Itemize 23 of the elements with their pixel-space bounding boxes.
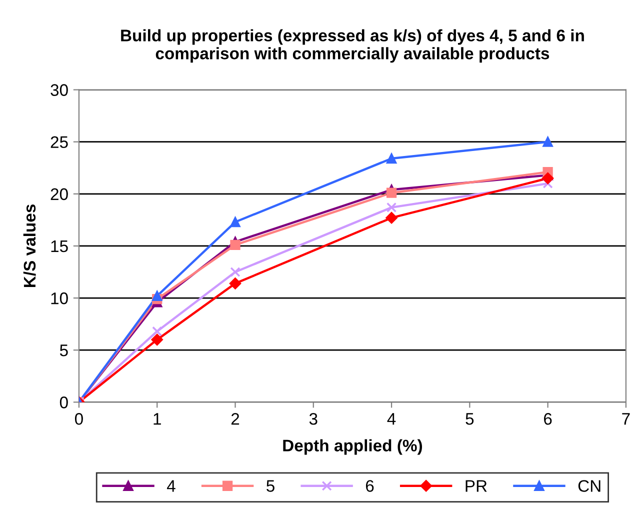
legend-label: 6	[366, 480, 374, 492]
x-tick-label: 4	[387, 413, 396, 425]
x-tick-label: 0	[74, 413, 83, 425]
x-tick-label: 1	[154, 413, 161, 425]
y-axis-title: K/S values	[23, 204, 36, 287]
chart-title: Build up properties (expressed as k/s) of dyes 4, 5 and 6 in comparison with commercially available products	[121, 29, 584, 63]
legend-label: 4	[166, 480, 176, 492]
y-tick-label: 15	[51, 240, 68, 252]
x-axis-title: Depth applied (%)	[283, 439, 422, 455]
legend-label: 5	[266, 480, 274, 492]
y-tick-label: 20	[50, 188, 68, 200]
y-tick-label: 30	[50, 84, 68, 96]
legend-label: CN	[578, 480, 600, 492]
x-tick-label: 3	[309, 413, 318, 425]
x-tick-label: 7	[622, 413, 630, 425]
legend-label: PR	[466, 480, 487, 492]
y-tick-label: 0	[60, 396, 68, 408]
x-tick-label: 6	[544, 413, 552, 425]
x-tick-label: 5	[466, 413, 474, 425]
y-tick-label: 25	[50, 136, 68, 148]
y-tick-label: 5	[60, 344, 68, 356]
y-tick-label: 10	[51, 292, 68, 304]
x-tick-label: 2	[231, 413, 240, 425]
